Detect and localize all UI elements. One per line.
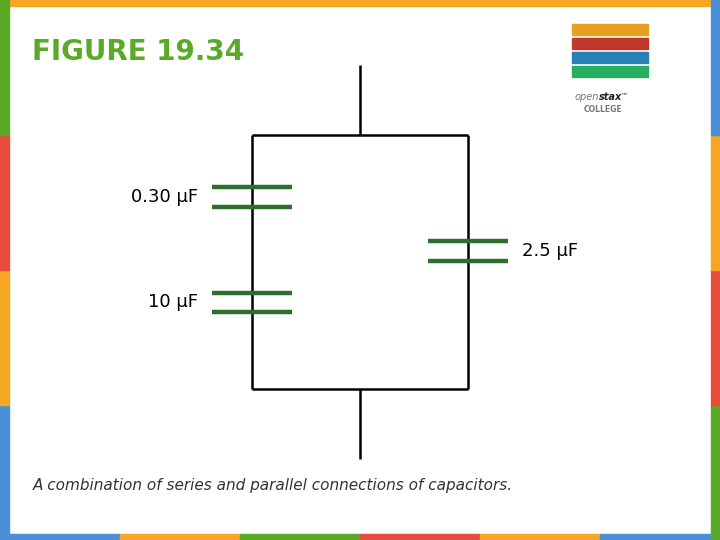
Bar: [0, 0, 9, 135]
Text: open: open: [575, 92, 599, 102]
Bar: [572, 52, 648, 63]
Bar: [480, 534, 600, 540]
Text: 0.30 μF: 0.30 μF: [131, 188, 198, 206]
Bar: [0, 405, 9, 540]
Bar: [711, 270, 720, 405]
Text: stax: stax: [599, 92, 622, 102]
Bar: [572, 66, 648, 77]
Bar: [0, 534, 120, 540]
Bar: [711, 405, 720, 540]
Text: 2.5 μF: 2.5 μF: [522, 242, 578, 260]
Bar: [711, 0, 720, 135]
Text: A combination of series and parallel connections of capacitors.: A combination of series and parallel con…: [32, 478, 513, 493]
Bar: [0, 270, 9, 405]
Text: FIGURE 19.34: FIGURE 19.34: [32, 38, 245, 66]
Bar: [240, 534, 360, 540]
Bar: [711, 135, 720, 270]
Bar: [600, 534, 720, 540]
Bar: [360, 534, 480, 540]
Text: ™: ™: [621, 92, 629, 98]
Bar: [572, 38, 648, 49]
Text: COLLEGE: COLLEGE: [583, 105, 622, 114]
Bar: [0, 0, 720, 6]
Text: 10 μF: 10 μF: [148, 293, 198, 312]
Bar: [120, 534, 240, 540]
Bar: [0, 135, 9, 270]
Bar: [572, 24, 648, 35]
